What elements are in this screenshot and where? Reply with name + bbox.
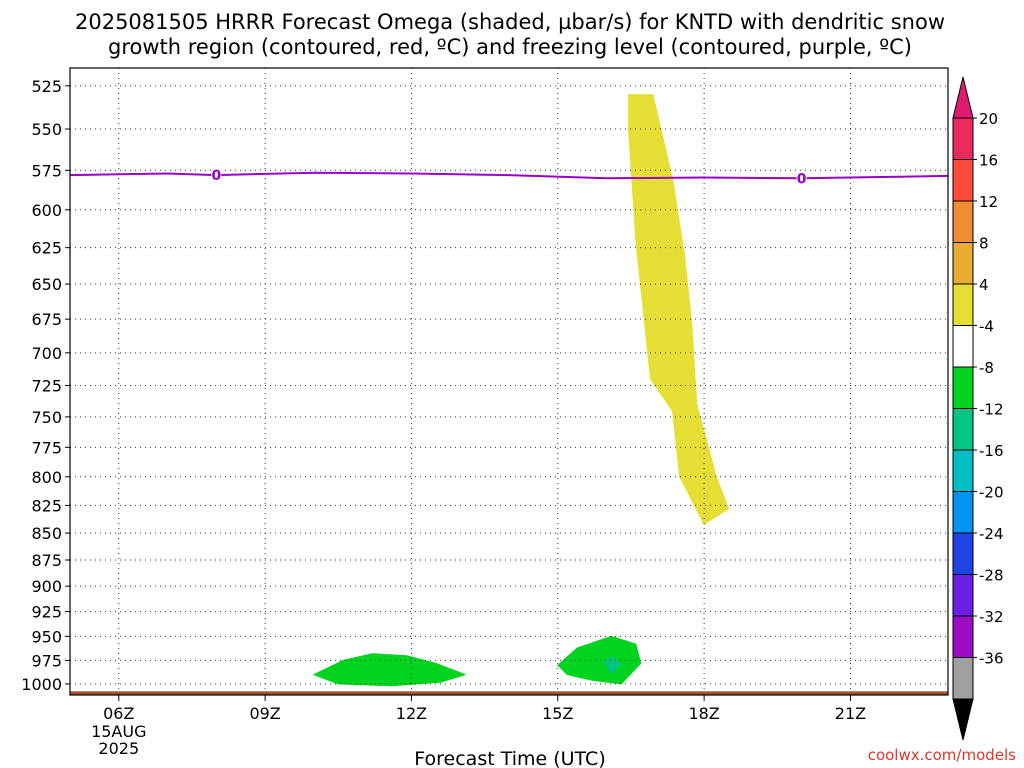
colorbar-label-7: -12 — [979, 401, 1004, 419]
colorbar-swatch-10 — [952, 532, 974, 575]
x-date-label-1: 2025 — [98, 739, 139, 758]
colorbar: 20 16 12 8 4 -4 -8 -12 -16 -20 -24 -28 -32 -36 — [952, 76, 1004, 741]
freezing-level-label-0: 0 — [211, 168, 221, 184]
y-tick-label-725: 725 — [31, 376, 62, 395]
colorbar-label-4: 4 — [979, 276, 989, 294]
omega-region-2 — [557, 635, 642, 685]
x-tick-label-21Z: 21Z — [835, 704, 866, 723]
colorbar-swatch-9 — [952, 491, 974, 534]
x-axis-title: Forecast Time (UTC) — [414, 748, 605, 768]
y-tick-label-900: 900 — [31, 577, 62, 596]
colorbar-top-arrow — [952, 76, 974, 119]
colorbar-label-3: 8 — [979, 235, 989, 253]
colorbar-swatch-2 — [952, 200, 974, 243]
y-tick-label-875: 875 — [31, 551, 62, 570]
x-tick-label-15Z: 15Z — [542, 704, 573, 723]
colorbar-label-1: 16 — [979, 152, 998, 170]
colorbar-swatch-4 — [952, 283, 974, 326]
chart-title-line-2: growth region (contoured, red, ºC) and f… — [108, 35, 912, 59]
colorbar-label-12: -32 — [979, 608, 1004, 626]
colorbar-label-13: -36 — [979, 650, 1004, 668]
freezing-level-line — [69, 171, 949, 180]
colorbar-swatch-6 — [952, 366, 974, 409]
y-tick-label-800: 800 — [31, 468, 62, 487]
colorbar-label-0: 20 — [979, 110, 998, 128]
y-tick-label-600: 600 — [31, 201, 62, 220]
colorbar-label-2: 12 — [979, 193, 998, 211]
y-tick-label-575: 575 — [31, 161, 62, 180]
y-tick-label-825: 825 — [31, 496, 62, 515]
y-tick-label-775: 775 — [31, 438, 62, 457]
credit-text: coolwx.com/models — [868, 746, 1016, 764]
terrain-band — [70, 691, 948, 695]
colorbar-swatch-11 — [952, 574, 974, 617]
colorbar-swatch-7 — [952, 408, 974, 451]
chart-title-line-1: 2025081505 HRRR Forecast Omega (shaded, … — [75, 10, 945, 34]
colorbar-label-10: -24 — [979, 525, 1004, 543]
colorbar-swatch-3 — [952, 242, 974, 285]
y-tick-label-750: 750 — [31, 408, 62, 427]
y-tick-label-925: 925 — [31, 603, 62, 622]
x-tick-label-12Z: 12Z — [396, 704, 427, 723]
y-tick-label-650: 650 — [31, 275, 62, 294]
x-tick-label-18Z: 18Z — [688, 704, 719, 723]
colorbar-label-9: -20 — [979, 484, 1004, 502]
freezing-level-label-1: 0 — [797, 171, 807, 187]
y-tick-label-550: 550 — [31, 120, 62, 139]
freezing-label-bg-0 — [211, 168, 222, 183]
colorbar-swatch-1 — [952, 159, 974, 202]
x-date-label-0: 15AUG — [91, 722, 146, 741]
omega-region-0 — [628, 94, 729, 525]
colorbar-swatch-13 — [952, 657, 974, 700]
y-tick-label-975: 975 — [31, 651, 62, 670]
x-tick-label-09Z: 09Z — [249, 704, 280, 723]
x-tick-label-06Z: 06Z — [103, 704, 134, 723]
y-tick-label-675: 675 — [31, 310, 62, 329]
plot-frame — [69, 67, 949, 696]
freezing-label-bg-1 — [796, 171, 807, 186]
colorbar-label-6: -8 — [979, 359, 994, 377]
y-tick-label-950: 950 — [31, 627, 62, 646]
y-tick-label-625: 625 — [31, 239, 62, 258]
colorbar-label-11: -28 — [979, 567, 1004, 585]
colorbar-label-8: -16 — [979, 442, 1004, 460]
y-tick-label-700: 700 — [31, 344, 62, 363]
y-tick-label-850: 850 — [31, 524, 62, 543]
colorbar-swatch-5 — [952, 325, 974, 368]
omega-region-1 — [313, 653, 466, 687]
omega-region-3 — [603, 656, 622, 674]
y-tick-label-1000: 1000 — [21, 675, 62, 694]
y-tick-label-525: 525 — [31, 77, 62, 96]
colorbar-label-5: -4 — [979, 318, 994, 336]
colorbar-swatch-0 — [952, 117, 974, 160]
colorbar-bottom-arrow — [952, 698, 974, 741]
colorbar-swatch-12 — [952, 615, 974, 658]
plot-area: 0 0 525 550 575 600 625 650 675 700 725 750 775 800 82… — [21, 67, 949, 758]
colorbar-swatch-8 — [952, 449, 974, 492]
plot-background — [70, 68, 948, 695]
